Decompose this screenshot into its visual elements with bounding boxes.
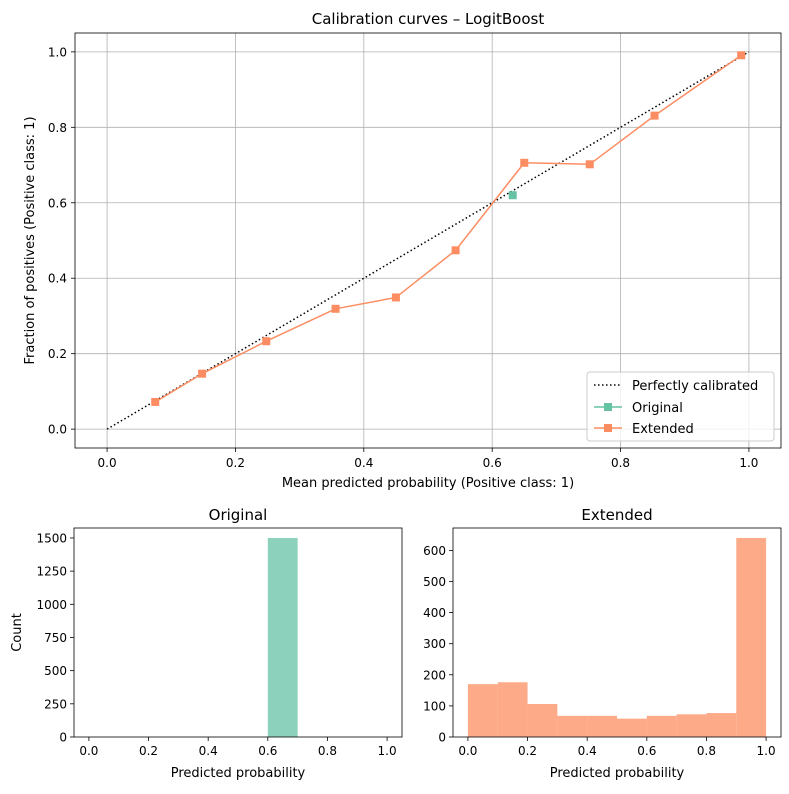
data-point-extended [262,337,271,346]
series-line-extended [154,54,742,403]
x-tick-label: 0.4 [578,744,597,758]
original-histogram-title: Original [209,506,268,524]
original-plot-area [73,527,403,738]
y-tick-label: 0.0 [48,423,67,437]
x-tick-label: 0.0 [458,744,477,758]
histogram-bar [617,718,647,737]
calibration-x-axis-label: Mean predicted probability (Positive cla… [282,476,574,491]
data-point-extended [520,158,529,167]
x-tick-label: 0.8 [697,744,716,758]
y-tick-label: 1250 [36,565,67,579]
legend: Perfectly calibrated Original Extended [586,371,775,442]
x-tick-label: 0.8 [611,456,630,470]
y-tick-label: 250 [44,697,67,711]
histogram-bar [706,713,737,737]
data-point-extended [391,293,400,302]
legend-marker-extended [604,424,612,432]
x-tick-label: 0.0 [98,456,117,470]
original-x-axis-label: Predicted probability [171,766,306,781]
calibration-panel: 0.0 0.2 0.4 0.6 0.8 1.0 0.0 0.2 0.4 0.6 0.8 1.0 Cal… [23,10,782,491]
original-y-axis-label: Count [10,613,25,652]
x-tick-label: 0.2 [518,744,537,758]
x-tick-label: 0.8 [318,744,337,758]
x-tick-label: 0.6 [258,744,277,758]
y-tick-label: 1000 [36,598,67,612]
histogram-bar [467,684,498,737]
histogram-bar [527,704,558,737]
y-tick-label: 600 [423,544,446,558]
y-tick-label: 200 [423,668,446,682]
extended-plot-area [452,527,782,738]
data-point-extended [650,111,659,120]
data-point-extended [331,304,340,313]
calibration-title: Calibration curves – LogitBoost [312,10,545,28]
legend-label-original: Original [632,401,683,416]
y-tick-label: 0.4 [48,272,67,286]
x-tick-label: 0.6 [637,744,656,758]
y-tick-label: 500 [423,575,446,589]
y-tick-label: 1.0 [48,45,67,59]
legend-label-extended: Extended [632,422,694,437]
series-line-perfectly-calibrated [106,51,750,430]
y-tick-label: 500 [44,664,67,678]
legend-box [586,371,775,442]
histogram-bar [497,682,528,737]
histogram-bar [557,715,588,737]
x-tick-label: 0.2 [226,456,245,470]
calibration-y-axis-label: Fraction of positives (Positive class: 1… [23,116,38,364]
y-tick-label: 100 [423,699,446,713]
y-tick-label: 0 [438,731,446,745]
data-point-extended [151,397,160,406]
data-point-extended [198,369,207,378]
calibration-plot-area [74,32,782,449]
y-tick-label: 750 [44,631,67,645]
legend-label-perfect: Perfectly calibrated [632,379,758,394]
x-tick-label: 1.0 [739,456,758,470]
x-tick-label: 0.0 [79,744,98,758]
data-point-extended [585,160,594,169]
histogram-bar [646,715,677,737]
extended-x-axis-label: Predicted probability [550,766,685,781]
extended-histogram-panel: 0.0 0.2 0.4 0.6 0.8 1.0 0 100 200 300 400 500 600 Ex… [423,506,782,781]
y-tick-label: 0.6 [48,196,67,210]
y-tick-label: 0.2 [48,347,67,361]
x-tick-label: 0.2 [139,744,158,758]
histogram-bar [587,715,617,737]
x-tick-label: 0.6 [483,456,502,470]
histogram-bar [267,537,298,737]
x-tick-label: 1.0 [757,744,776,758]
data-point-extended [451,246,460,255]
y-tick-label: 300 [423,637,446,651]
x-tick-label: 0.4 [199,744,218,758]
x-tick-label: 0.4 [354,456,373,470]
histogram-bar [676,714,707,737]
original-histogram-panel: 0.0 0.2 0.4 0.6 0.8 1.0 0 250 500 750 1000 1250 1500… [10,506,403,781]
x-tick-label: 1.0 [378,744,397,758]
data-point-extended [737,51,746,60]
data-point-original [508,191,517,200]
y-tick-label: 0.8 [48,121,67,135]
y-tick-label: 1500 [36,531,67,545]
histogram-bar [736,537,767,737]
legend-marker-original [604,403,612,411]
y-tick-label: 0 [59,731,67,745]
extended-histogram-title: Extended [581,506,652,524]
y-tick-label: 400 [423,606,446,620]
